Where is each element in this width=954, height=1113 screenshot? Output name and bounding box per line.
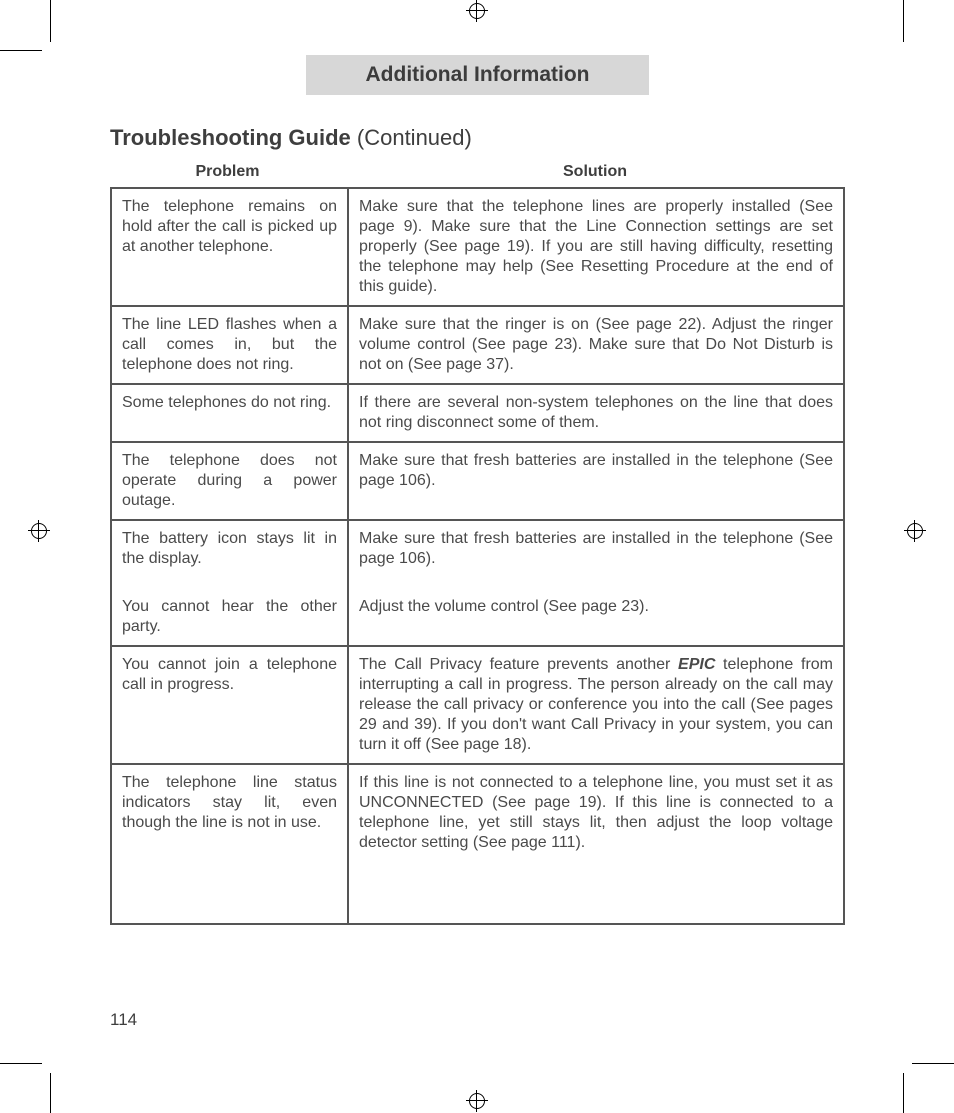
section-header-wrap: Additional Information (110, 55, 845, 95)
title-bold: Troubleshooting Guide (110, 125, 351, 150)
problem-cell: You cannot join a telephone call in prog… (111, 646, 348, 764)
solution-cell: Make sure that the ringer is on (See pag… (348, 306, 844, 384)
problem-text: The battery icon stays lit in the displa… (122, 529, 337, 569)
problem-cell: Some telephones do not ring. (111, 384, 348, 442)
solution-cell: Make sure that fresh batteries are insta… (348, 520, 844, 646)
problem-cell: The telephone does not operate during a … (111, 442, 348, 520)
registration-mark (466, 0, 488, 22)
troubleshooting-table: The telephone remains on hold after the … (110, 187, 845, 925)
crop-mark (903, 1073, 904, 1113)
problem-cell: The telephone remains on hold after the … (111, 188, 348, 306)
crop-mark (50, 0, 51, 42)
page-content: Additional Information Troubleshooting G… (110, 55, 845, 925)
crop-mark (50, 1073, 51, 1113)
col-header-solution: Solution (345, 163, 845, 187)
page-title: Troubleshooting Guide (Continued) (110, 125, 845, 151)
table-row: The battery icon stays lit in the displa… (111, 520, 844, 646)
section-header: Additional Information (306, 55, 650, 95)
solution-cell: If there are several non-system telephon… (348, 384, 844, 442)
title-rest: (Continued) (351, 125, 472, 150)
table-row: The telephone does not operate during a … (111, 442, 844, 520)
solution-cell: Make sure that fresh batteries are insta… (348, 442, 844, 520)
epic-brand: EPIC (678, 656, 715, 673)
page-number: 114 (110, 1010, 137, 1030)
crop-mark (912, 1063, 954, 1064)
registration-mark (466, 1090, 488, 1112)
table-row: The telephone remains on hold after the … (111, 188, 844, 306)
crop-mark (0, 50, 42, 51)
registration-mark (904, 520, 926, 542)
column-headers: Problem Solution (110, 163, 845, 187)
table-row: Some telephones do not ring. If there ar… (111, 384, 844, 442)
solution-text: The Call Privacy feature prevents anothe… (359, 656, 678, 673)
solution-text: Adjust the volume control (See page 23). (359, 597, 833, 617)
problem-cell: The line LED flashes when a call comes i… (111, 306, 348, 384)
solution-cell: Make sure that the telephone lines are p… (348, 188, 844, 306)
problem-text: You cannot hear the other party. (122, 597, 337, 637)
crop-mark (903, 0, 904, 42)
crop-mark (0, 1063, 42, 1064)
solution-cell: If this line is not connected to a telep… (348, 764, 844, 924)
solution-cell: The Call Privacy feature prevents anothe… (348, 646, 844, 764)
registration-mark (28, 520, 50, 542)
table-row: The telephone line status indicators sta… (111, 764, 844, 924)
solution-text: Make sure that fresh batteries are insta… (359, 529, 833, 569)
problem-cell: The battery icon stays lit in the displa… (111, 520, 348, 646)
table-row: The line LED flashes when a call comes i… (111, 306, 844, 384)
table-row: You cannot join a telephone call in prog… (111, 646, 844, 764)
problem-cell: The telephone line status indicators sta… (111, 764, 348, 924)
col-header-problem: Problem (110, 163, 345, 187)
